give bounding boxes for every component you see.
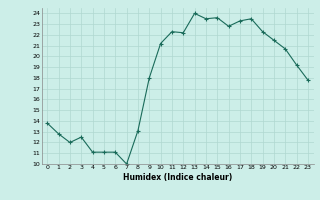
X-axis label: Humidex (Indice chaleur): Humidex (Indice chaleur): [123, 173, 232, 182]
